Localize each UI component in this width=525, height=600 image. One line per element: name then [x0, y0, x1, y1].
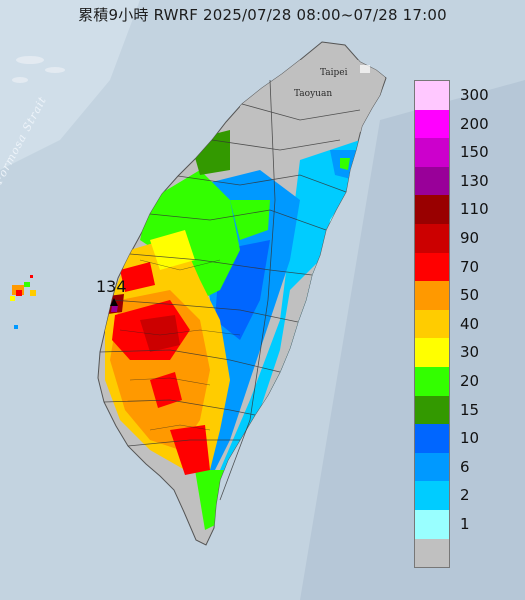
legend-label: 1 [460, 515, 470, 533]
legend-swatch [415, 481, 449, 510]
legend-label: 90 [460, 229, 480, 247]
legend-label: 110 [460, 200, 489, 219]
cloud-specks [12, 56, 65, 83]
legend-label: 30 [460, 343, 480, 362]
color-legend [414, 80, 450, 569]
max-value-label: 134 [96, 277, 127, 296]
legend-label: 200 [460, 114, 489, 133]
legend-swatch [415, 166, 449, 196]
legend-label: 150 [460, 143, 489, 162]
legend-swatch [415, 309, 449, 339]
legend-label: 40 [460, 314, 480, 333]
sea-haze [0, 0, 140, 170]
legend-swatch [415, 366, 449, 396]
legend-swatch [415, 81, 449, 110]
max-rain-marker [110, 298, 118, 306]
penghu-islands [10, 275, 36, 329]
legend-swatch [415, 538, 449, 568]
legend-swatch [415, 424, 449, 453]
legend-label: 2 [460, 486, 470, 505]
legend-swatch [415, 109, 449, 139]
county-boundaries [99, 79, 361, 501]
rivers [119, 259, 241, 431]
legend-swatch [415, 338, 449, 367]
legend-swatch [415, 395, 449, 425]
legend-swatch [415, 223, 449, 253]
sea-shade [300, 80, 525, 600]
legend-label: 20 [460, 372, 480, 390]
legend-swatch [415, 281, 449, 310]
city-label-taoyuan: Taoyuan [294, 89, 333, 99]
legend-label: 300 [460, 86, 489, 104]
legend-label: 50 [460, 286, 480, 305]
legend-swatch [415, 452, 449, 482]
legend-swatch [415, 195, 449, 224]
legend-swatch [415, 138, 449, 167]
legend-label: 130 [460, 171, 489, 190]
legend-label: 70 [460, 257, 480, 276]
legend-label: 10 [460, 429, 480, 448]
legend-swatch [415, 509, 449, 539]
northeast-islet [360, 65, 370, 73]
map-title: 累積9小時 RWRF 2025/07/28 08:00~07/28 17:00 [78, 6, 447, 24]
legend-label: 6 [460, 457, 470, 476]
legend-swatch [415, 252, 449, 282]
legend-label: 15 [460, 400, 480, 419]
city-label-taipei: Taipei [320, 68, 348, 78]
